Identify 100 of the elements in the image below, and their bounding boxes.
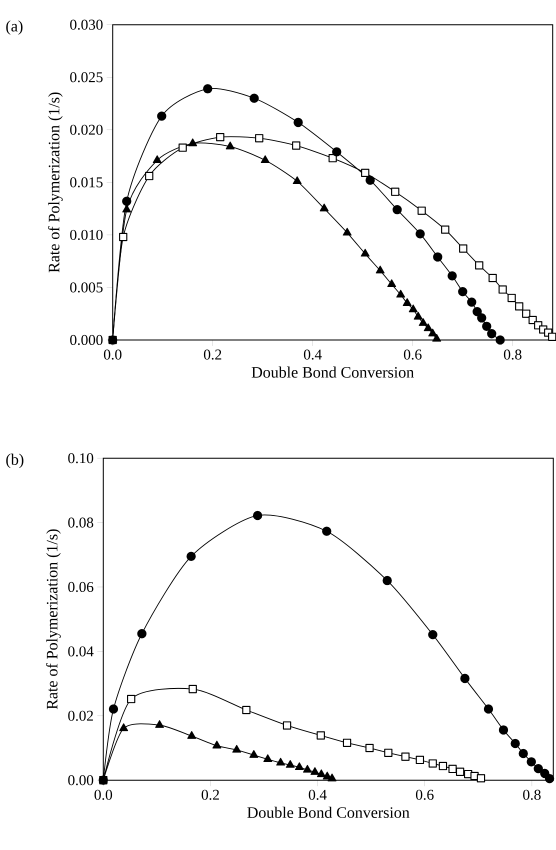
- y-tick-label: 0.10: [68, 453, 94, 464]
- point: [418, 318, 428, 326]
- point: [496, 335, 505, 345]
- point: [487, 329, 496, 338]
- point: [122, 204, 132, 212]
- y-axis-title: Rate of Polymerization (1/s): [48, 92, 63, 272]
- point: [392, 205, 402, 214]
- point: [456, 768, 464, 776]
- point: [428, 328, 438, 336]
- point: [526, 757, 536, 766]
- y-tick-label: 0.015: [70, 177, 103, 188]
- point: [460, 674, 470, 684]
- point: [119, 723, 128, 732]
- point: [178, 144, 187, 152]
- point: [263, 754, 272, 762]
- point: [108, 704, 118, 714]
- point: [382, 576, 392, 586]
- point: [416, 229, 425, 238]
- point: [477, 313, 486, 323]
- point: [482, 322, 492, 331]
- y-tick-label: 0.04: [68, 646, 94, 656]
- text: (a): [6, 20, 23, 35]
- point: [376, 266, 385, 274]
- point: [292, 141, 300, 150]
- x-tick-label: 0.4: [308, 790, 327, 800]
- point: [328, 154, 337, 162]
- point: [294, 118, 303, 128]
- point: [391, 188, 400, 196]
- point: [498, 725, 508, 735]
- point: [122, 196, 132, 206]
- x-tick-label: 0.0: [94, 790, 112, 800]
- y-tick-label: 0.010: [70, 230, 103, 240]
- point: [488, 274, 497, 282]
- point: [418, 206, 426, 215]
- point: [255, 134, 264, 142]
- point: [212, 740, 222, 748]
- point: [498, 285, 507, 294]
- point: [216, 133, 224, 142]
- point: [402, 298, 412, 306]
- point: [328, 774, 336, 782]
- point: [361, 168, 370, 178]
- point: [137, 629, 147, 638]
- point: [448, 271, 457, 281]
- y-tick-label: 0.08: [68, 518, 94, 528]
- text: (b): [6, 454, 24, 468]
- point: [544, 774, 554, 784]
- x-axis-title: Double Bond Conversion: [252, 366, 414, 378]
- point: [408, 304, 418, 312]
- y-tick-label: 0.030: [70, 20, 103, 30]
- point: [310, 767, 320, 775]
- point: [294, 762, 304, 770]
- point: [286, 760, 295, 768]
- point: [155, 720, 164, 728]
- y-axis-title: Rate of Polymerization (1/s): [46, 529, 61, 710]
- point: [342, 738, 352, 747]
- point: [127, 694, 136, 704]
- point: [414, 312, 423, 320]
- point: [366, 176, 375, 185]
- y-tick-label: 0.025: [70, 72, 103, 82]
- y-tick-label: 0.000: [70, 334, 103, 346]
- point: [232, 744, 242, 753]
- point: [276, 758, 286, 766]
- point: [387, 279, 396, 288]
- point: [282, 721, 292, 730]
- x-tick-label: 0.6: [416, 790, 434, 800]
- point: [432, 334, 442, 342]
- point: [428, 630, 438, 640]
- y-tick-label: 0.00: [68, 775, 94, 786]
- point: [433, 252, 442, 262]
- point: [360, 248, 370, 257]
- point: [188, 684, 197, 694]
- point: [459, 244, 468, 253]
- x-tick-label: 0.2: [204, 350, 222, 360]
- x-tick-label: 0.4: [304, 350, 322, 360]
- point: [522, 310, 530, 318]
- point: [242, 706, 250, 714]
- point: [476, 774, 486, 782]
- point: [518, 748, 528, 758]
- point: [467, 298, 476, 307]
- x-tick-label: 0.2: [202, 790, 219, 800]
- point: [438, 762, 448, 770]
- point: [260, 155, 270, 164]
- point: [316, 769, 326, 778]
- point: [365, 744, 374, 752]
- x-axis-title: Double Bond Conversion: [247, 806, 410, 818]
- point: [508, 294, 516, 302]
- point: [157, 111, 166, 121]
- x-tick-label: 0.8: [504, 350, 522, 360]
- point: [428, 759, 437, 768]
- x-tick-label: 0.8: [523, 790, 541, 800]
- point: [384, 748, 392, 757]
- point: [472, 306, 482, 316]
- point: [226, 142, 235, 150]
- point: [515, 302, 524, 310]
- point: [250, 94, 259, 103]
- y-tick-label: 0.020: [70, 124, 103, 135]
- point: [203, 84, 212, 94]
- point: [332, 147, 342, 156]
- point: [249, 750, 258, 758]
- point: [188, 138, 198, 146]
